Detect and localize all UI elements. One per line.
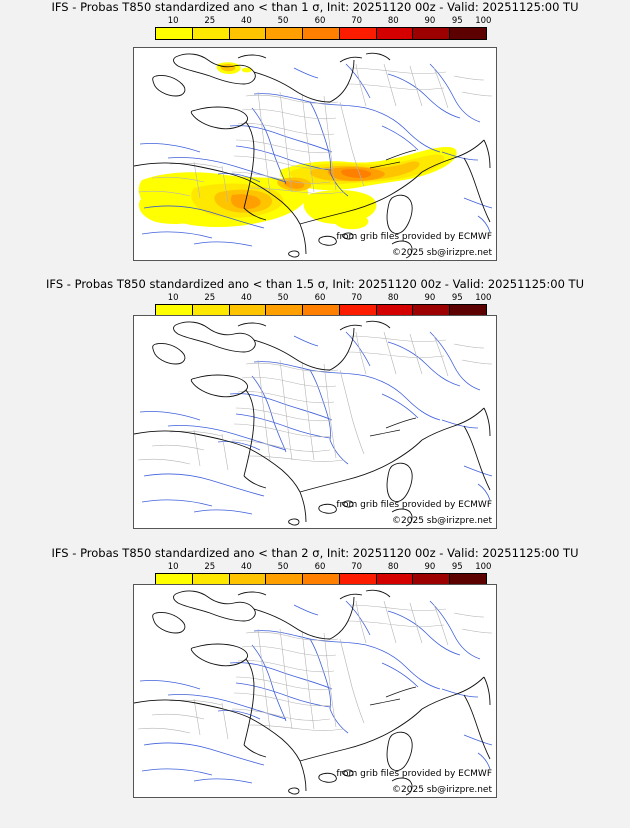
colorbar-segment-60-70 [303, 574, 340, 585]
colorbar-tick-10: 10 [167, 293, 179, 303]
panel-title-3: IFS - Probas T850 standardized ano < tha… [51, 546, 579, 560]
colorbar-tick-25: 25 [204, 16, 216, 26]
colorbar-tick-100: 100 [475, 16, 492, 26]
map-panel-1[interactable]: from grib files provided by ECMWF ©2025 … [133, 47, 497, 261]
colorbar-segment-50-60 [266, 574, 304, 585]
colorbar-segment-10-25 [156, 574, 193, 585]
data-source-attribution-2: from grib files provided by ECMWF [336, 500, 492, 510]
colorbar-tick-60: 60 [314, 562, 326, 572]
colorbar-segment-40-50 [229, 574, 267, 585]
colorbar-tick-95: 95 [451, 562, 463, 572]
base-map-layer-3 [134, 589, 493, 796]
colorbar-2: 10 25 40 50 60 70 80 90 95 100 [155, 293, 492, 317]
colorbar-tick-60: 60 [314, 293, 326, 303]
colorbar-tick-95: 95 [451, 16, 463, 26]
copyright-attribution-2: ©2025 sb@irizpre.net [392, 516, 492, 526]
colorbar-scale-1 [155, 27, 487, 40]
forecast-panel-1: IFS - Probas T850 standardized ano < tha… [0, 0, 630, 275]
colorbar-tick-70: 70 [351, 293, 363, 303]
copyright-attribution-1: ©2025 sb@irizpre.net [392, 248, 492, 258]
colorbar-segment-10-25 [156, 28, 193, 39]
colorbar-segment-70-80 [339, 305, 377, 316]
map-panel-2[interactable]: from grib files provided by ECMWF ©2025 … [133, 315, 497, 529]
colorbar-segment-40-50 [229, 305, 267, 316]
colorbar-tick-50: 50 [277, 562, 289, 572]
base-map-layer-2 [134, 320, 493, 527]
copyright-attribution-3: ©2025 sb@irizpre.net [392, 785, 492, 795]
colorbar-tick-80: 80 [387, 16, 399, 26]
colorbar-tick-40: 40 [240, 562, 252, 572]
colorbar-segment-80-90 [376, 305, 414, 316]
colorbar-ticks-2: 10 25 40 50 60 70 80 90 95 100 [155, 293, 492, 304]
colorbar-tick-50: 50 [277, 293, 289, 303]
colorbar-tick-10: 10 [167, 562, 179, 572]
colorbar-tick-60: 60 [314, 16, 326, 26]
colorbar-segment-80-90 [376, 574, 414, 585]
colorbar-tick-40: 40 [240, 16, 252, 26]
base-map-layer-1 [134, 52, 493, 259]
colorbar-segment-95-100 [450, 28, 487, 39]
data-source-attribution-1: from grib files provided by ECMWF [336, 232, 492, 242]
colorbar-tick-10: 10 [167, 16, 179, 26]
colorbar-tick-25: 25 [204, 562, 216, 572]
colorbar-segment-50-60 [266, 305, 304, 316]
map-panel-3[interactable]: from grib files provided by ECMWF ©2025 … [133, 584, 497, 798]
colorbar-segment-70-80 [339, 28, 377, 39]
panel-title-2: IFS - Probas T850 standardized ano < tha… [46, 277, 584, 291]
colorbar-segment-95-100 [450, 305, 487, 316]
colorbar-tick-70: 70 [351, 562, 363, 572]
probability-contours-1 [138, 62, 457, 230]
colorbar-segment-80-90 [376, 28, 414, 39]
colorbar-segment-10-25 [156, 305, 193, 316]
forecast-panel-2: IFS - Probas T850 standardized ano < tha… [0, 277, 630, 545]
colorbar-segment-25-40 [192, 28, 230, 39]
colorbar-segment-50-60 [266, 28, 304, 39]
colorbar-tick-90: 90 [424, 16, 436, 26]
colorbar-segment-90-95 [413, 305, 451, 316]
colorbar-segment-95-100 [450, 574, 487, 585]
colorbar-3: 10 25 40 50 60 70 80 90 95 100 [155, 562, 492, 586]
colorbar-tick-100: 100 [475, 293, 492, 303]
colorbar-tick-100: 100 [475, 562, 492, 572]
colorbar-tick-95: 95 [451, 293, 463, 303]
colorbar-segment-70-80 [339, 574, 377, 585]
data-source-attribution-3: from grib files provided by ECMWF [336, 769, 492, 779]
forecast-panel-3: IFS - Probas T850 standardized ano < tha… [0, 546, 630, 828]
colorbar-tick-80: 80 [387, 562, 399, 572]
panel-title-1: IFS - Probas T850 standardized ano < tha… [51, 0, 579, 14]
colorbar-tick-90: 90 [424, 293, 436, 303]
colorbar-tick-25: 25 [204, 293, 216, 303]
colorbar-tick-50: 50 [277, 16, 289, 26]
colorbar-segment-25-40 [192, 574, 230, 585]
colorbar-ticks-1: 10 25 40 50 60 70 80 90 95 100 [155, 16, 492, 27]
colorbar-tick-90: 90 [424, 562, 436, 572]
colorbar-segment-90-95 [413, 574, 451, 585]
colorbar-1: 10 25 40 50 60 70 80 90 95 100 [155, 16, 492, 40]
colorbar-ticks-3: 10 25 40 50 60 70 80 90 95 100 [155, 562, 492, 573]
colorbar-segment-60-70 [303, 305, 340, 316]
colorbar-segment-60-70 [303, 28, 340, 39]
colorbar-segment-90-95 [413, 28, 451, 39]
colorbar-tick-40: 40 [240, 293, 252, 303]
colorbar-tick-70: 70 [351, 16, 363, 26]
colorbar-segment-40-50 [229, 28, 267, 39]
colorbar-tick-80: 80 [387, 293, 399, 303]
colorbar-segment-25-40 [192, 305, 230, 316]
